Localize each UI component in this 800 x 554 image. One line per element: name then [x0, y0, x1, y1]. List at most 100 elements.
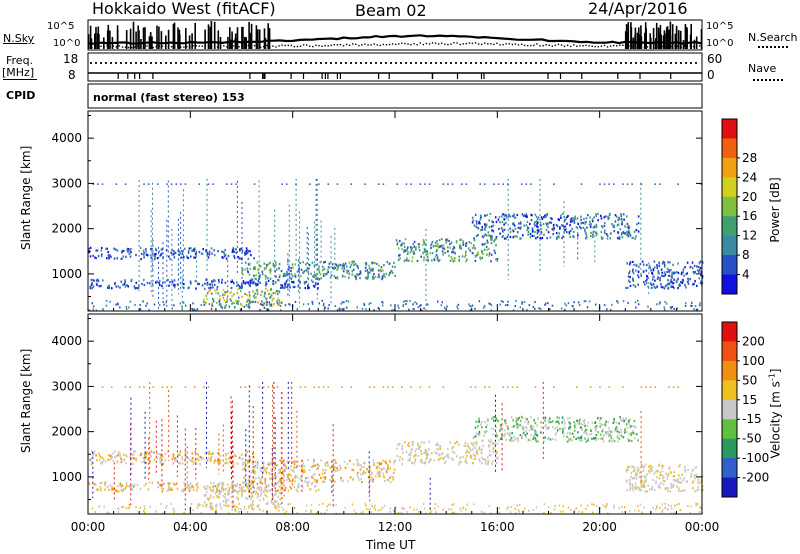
data-point	[518, 423, 521, 427]
data-point	[100, 489, 102, 492]
data-point	[640, 489, 642, 492]
data-point	[632, 268, 634, 271]
data-point	[677, 277, 679, 280]
data-point	[442, 457, 444, 460]
data-point	[341, 267, 343, 270]
data-point	[622, 386, 624, 388]
data-point	[458, 461, 461, 464]
data-point	[595, 439, 597, 442]
data-point	[166, 489, 169, 493]
data-point	[536, 218, 539, 221]
data-point	[663, 308, 666, 311]
data-point	[225, 304, 228, 307]
data-point	[521, 302, 523, 305]
data-point	[484, 214, 486, 217]
data-point	[247, 263, 250, 266]
data-point	[617, 219, 619, 222]
data-point	[101, 386, 104, 388]
data-point	[692, 487, 694, 490]
data-point	[143, 459, 146, 462]
data-point	[318, 183, 320, 185]
data-point	[389, 476, 391, 479]
data-point	[160, 486, 163, 489]
data-point	[459, 507, 461, 510]
data-point	[320, 459, 322, 462]
data-point	[289, 303, 291, 306]
data-point	[195, 251, 198, 254]
data-point	[605, 424, 607, 427]
data-point	[532, 305, 535, 308]
data-point	[115, 183, 118, 185]
data-point	[229, 460, 231, 463]
data-point	[663, 274, 666, 278]
y-tick-label: 2000	[51, 222, 82, 236]
data-point	[293, 470, 295, 473]
data-point	[122, 453, 125, 456]
data-point	[580, 504, 582, 507]
data-point	[458, 255, 461, 258]
data-point	[680, 281, 682, 284]
data-point	[284, 470, 287, 473]
data-point	[617, 436, 619, 439]
data-point	[160, 503, 162, 505]
data-point	[622, 213, 625, 216]
data-point	[651, 283, 653, 286]
data-point	[500, 437, 502, 440]
data-point	[143, 283, 146, 287]
data-point	[149, 505, 151, 508]
data-point	[305, 263, 307, 266]
data-point	[556, 429, 559, 432]
data-point	[680, 490, 682, 493]
colorbar-tick-label: 15	[742, 393, 757, 407]
data-point	[385, 471, 388, 474]
data-point	[253, 274, 255, 277]
data-point	[505, 439, 507, 442]
data-point	[459, 244, 461, 247]
colorbar-segment	[722, 255, 737, 276]
data-point	[383, 264, 385, 267]
data-point	[240, 453, 243, 456]
data-point	[472, 443, 474, 446]
data-point	[267, 386, 270, 388]
data-point	[181, 456, 183, 459]
data-point	[610, 436, 613, 440]
data-point	[595, 214, 598, 218]
data-point	[307, 476, 309, 479]
data-point	[339, 264, 342, 267]
data-point	[599, 386, 601, 388]
data-point	[659, 506, 661, 509]
data-point	[264, 477, 267, 480]
data-point	[283, 273, 285, 276]
data-point	[206, 497, 209, 500]
data-point	[225, 257, 228, 260]
data-point	[370, 476, 373, 479]
data-point	[410, 452, 412, 455]
data-point	[189, 489, 191, 492]
data-point	[490, 438, 492, 442]
data-point	[404, 441, 406, 444]
data-point	[196, 457, 199, 460]
data-point	[374, 508, 377, 511]
data-point	[173, 286, 176, 289]
data-point	[506, 432, 509, 435]
data-point	[533, 234, 535, 238]
data-point	[537, 417, 539, 420]
data-point	[495, 450, 498, 453]
data-point	[584, 232, 587, 235]
data-point	[294, 480, 296, 483]
data-point	[624, 506, 626, 509]
data-point	[543, 233, 545, 236]
data-point	[195, 287, 197, 290]
data-point	[289, 502, 291, 505]
data-point	[567, 417, 569, 420]
data-point	[618, 437, 621, 440]
data-point	[249, 250, 251, 253]
data-point	[250, 505, 253, 508]
data-point	[284, 282, 286, 285]
data-point	[697, 481, 699, 484]
data-point	[253, 486, 255, 489]
data-point	[627, 279, 630, 282]
data-point	[115, 285, 118, 288]
data-point	[666, 267, 669, 270]
data-point	[322, 480, 324, 483]
